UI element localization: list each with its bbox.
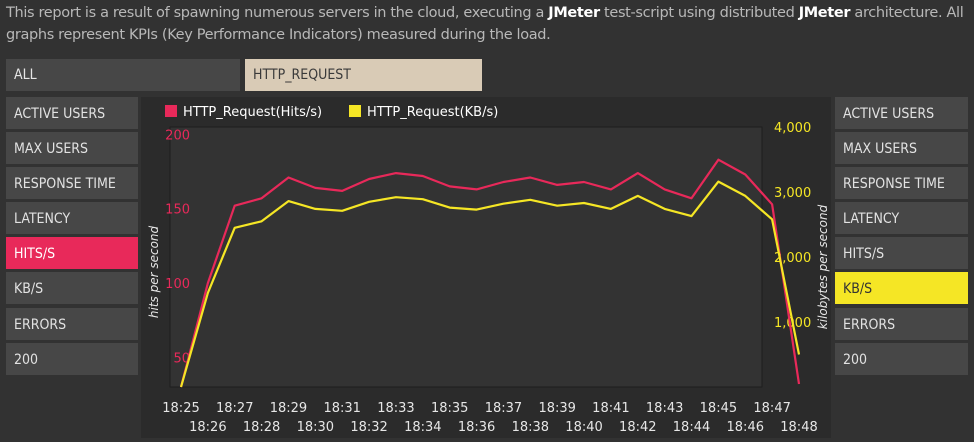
series-line-kb	[179, 180, 801, 388]
x-tick: 18:35	[431, 401, 468, 416]
y-left-tick: 150	[165, 203, 190, 218]
x-tick: 18:46	[727, 420, 764, 435]
hits-kb-line-chart: HTTP_Request(Hits/s) HTTP_Request(KB/s) 5…	[147, 105, 830, 435]
x-axis-ticks: 18:25 18:26 18:27 18:28 18:29 18:30 18:31 18:32…	[162, 401, 817, 435]
x-tick: 18:44	[673, 420, 710, 435]
right-metric-menu: ACTIVE USERS MAX USERS RESPONSE TIME LATENC…	[835, 97, 968, 378]
x-tick: 18:32	[350, 420, 387, 435]
legend-swatch-hits	[165, 105, 177, 117]
x-tick: 18:40	[565, 420, 602, 435]
x-tick: 18:47	[753, 401, 790, 416]
x-tick: 18:45	[700, 401, 737, 416]
x-tick: 18:48	[780, 420, 817, 435]
x-tick: 18:25	[162, 401, 199, 416]
right-menu-item-hits-s[interactable]: HITS/S	[835, 237, 968, 270]
left-axis-ticks: 50 100 150 200	[165, 128, 190, 366]
y-left-tick: 200	[165, 128, 190, 143]
left-menu-item-active-users[interactable]: ACTIVE USERS	[6, 97, 138, 129]
y-right-tick: 2,000	[774, 251, 811, 266]
x-tick: 18:29	[270, 401, 307, 416]
x-tick: 18:39	[538, 401, 575, 416]
right-menu-item-errors[interactable]: ERRORS	[835, 307, 968, 340]
x-tick: 18:31	[323, 401, 360, 416]
left-menu-item-errors[interactable]: ERRORS	[6, 307, 138, 340]
legend-label-kb: HTTP_Request(KB/s)	[367, 105, 498, 120]
x-tick: 18:36	[458, 420, 495, 435]
intro-text-2: test-script using distributed	[599, 5, 799, 21]
series-line-hits	[179, 158, 801, 388]
jmeter-brand-2: JMeter	[798, 5, 851, 21]
right-menu-item-200[interactable]: 200	[835, 342, 968, 375]
x-tick: 18:41	[592, 401, 629, 416]
y-right-tick: 4,000	[774, 121, 811, 136]
plot-area	[169, 126, 763, 388]
y-left-tick: 50	[173, 351, 190, 366]
intro-text-1: This report is a result of spawning nume…	[6, 5, 549, 21]
x-tick: 18:43	[646, 401, 683, 416]
x-tick: 18:34	[404, 420, 441, 435]
left-menu-item-max-users[interactable]: MAX USERS	[6, 132, 138, 165]
y-left-tick: 100	[165, 277, 190, 292]
right-menu-item-response-time[interactable]: RESPONSE TIME	[835, 167, 968, 200]
y-axis-right-label: kilobytes per second	[816, 204, 830, 329]
x-tick: 18:38	[512, 420, 549, 435]
tab-all[interactable]: ALL	[6, 59, 240, 91]
chart-panel: HTTP_Request(Hits/s) HTTP_Request(KB/s) 5…	[141, 97, 831, 438]
left-menu-item-hits-s[interactable]: HITS/S	[6, 237, 138, 270]
left-menu-item-response-time[interactable]: RESPONSE TIME	[6, 167, 138, 200]
tab-http-request[interactable]: HTTP_REQUEST	[245, 59, 482, 91]
x-tick: 18:33	[377, 401, 414, 416]
left-metric-menu: ACTIVE USERS MAX USERS RESPONSE TIME LATENC…	[6, 97, 138, 378]
series-lines	[179, 158, 801, 388]
legend-swatch-kb	[349, 105, 361, 117]
x-tick: 18:42	[619, 420, 656, 435]
x-tick: 18:28	[243, 420, 280, 435]
left-menu-item-200[interactable]: 200	[6, 342, 138, 375]
intro-text-3: architecture. All graphs represent KPIs …	[6, 5, 964, 43]
left-menu-item-latency[interactable]: LATENCY	[6, 202, 138, 235]
right-menu-item-max-users[interactable]: MAX USERS	[835, 132, 968, 165]
report-description: This report is a result of spawning nume…	[6, 2, 968, 46]
right-menu-item-kb-s[interactable]: KB/S	[835, 272, 968, 305]
legend-label-hits: HTTP_Request(Hits/s)	[183, 105, 322, 120]
jmeter-brand-1: JMeter	[548, 5, 600, 21]
x-tick: 18:26	[189, 420, 226, 435]
chart-legend: HTTP_Request(Hits/s) HTTP_Request(KB/s)	[165, 105, 498, 120]
y-axis-left-label: hits per second	[147, 225, 161, 318]
right-menu-item-latency[interactable]: LATENCY	[835, 202, 968, 235]
x-tick: 18:30	[297, 420, 334, 435]
x-tick: 18:37	[485, 401, 522, 416]
right-menu-item-active-users[interactable]: ACTIVE USERS	[835, 97, 968, 129]
x-tick: 18:27	[216, 401, 253, 416]
y-right-tick: 3,000	[774, 186, 811, 201]
left-menu-item-kb-s[interactable]: KB/S	[6, 272, 138, 305]
